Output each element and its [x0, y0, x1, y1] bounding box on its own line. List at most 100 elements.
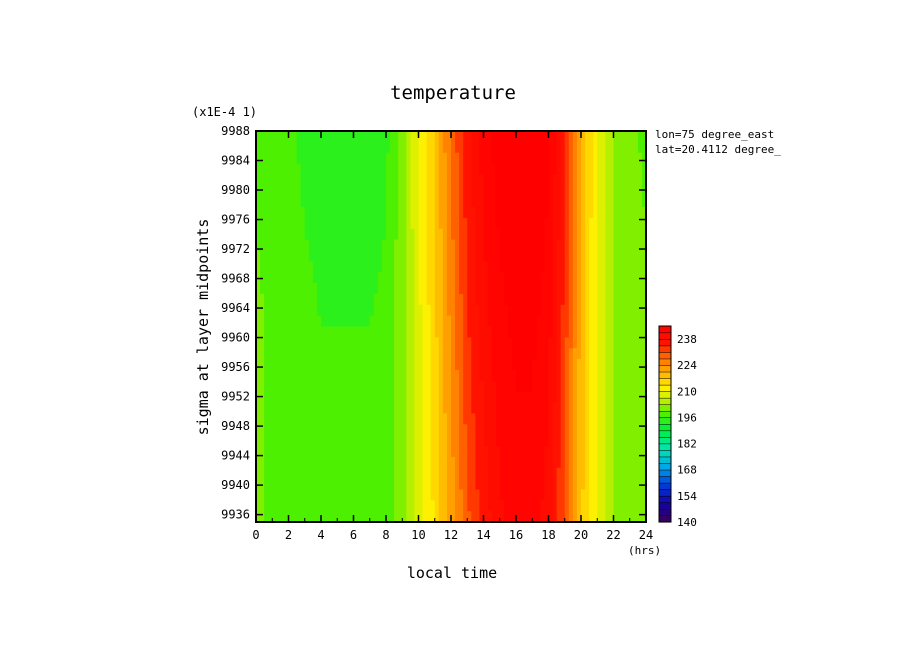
contour-cell: [593, 337, 598, 349]
contour-cell: [296, 228, 302, 241]
contour-cell: [540, 272, 546, 284]
contour-cell: [341, 402, 346, 414]
contour-cell: [430, 359, 436, 371]
contour-cell: [280, 424, 286, 436]
contour-cell: [365, 217, 371, 230]
contour-cell: [532, 131, 537, 143]
contour-cell: [556, 185, 562, 197]
contour-cell: [268, 435, 273, 447]
contour-cell: [353, 293, 359, 306]
contour-cell: [276, 456, 281, 469]
contour-cell: [540, 239, 546, 252]
contour-cell: [633, 217, 639, 230]
contour-cell: [641, 348, 647, 360]
contour-cell: [292, 369, 298, 382]
contour-cell: [341, 315, 346, 328]
contour-cell: [572, 228, 578, 241]
contour-cell: [589, 500, 594, 512]
contour-cell: [312, 131, 318, 143]
contour-cell: [402, 337, 407, 349]
contour-cell: [560, 131, 566, 143]
contour-cell: [637, 304, 643, 317]
contour-cell: [532, 467, 537, 480]
contour-cell: [312, 174, 318, 186]
contour-cell: [540, 435, 546, 447]
contour-cell: [357, 131, 363, 143]
contour-cell: [296, 413, 302, 425]
contour-cell: [296, 261, 302, 273]
contour-cell: [325, 511, 330, 523]
contour-cell: [341, 283, 346, 295]
contour-cell: [438, 435, 444, 447]
contour-cell: [321, 326, 326, 338]
contour-cell: [272, 152, 277, 165]
colorbar-frame: [658, 325, 672, 523]
contour-cell: [341, 348, 346, 360]
contour-cell: [585, 391, 590, 404]
contour-cell: [491, 131, 497, 143]
contour-cell: [353, 413, 359, 425]
contour-cell: [300, 326, 306, 338]
contour-cell: [337, 489, 342, 501]
contour-cell: [406, 511, 411, 523]
contour-cell: [426, 141, 432, 154]
contour-cell: [430, 489, 436, 501]
contour-cell: [556, 445, 562, 458]
contour-cell: [296, 348, 302, 360]
contour-cell: [357, 196, 363, 208]
contour-cell: [268, 293, 273, 306]
contour-cell: [276, 391, 281, 404]
contour-cell: [434, 511, 440, 523]
contour-cell: [451, 196, 456, 208]
contour-cell: [329, 261, 334, 273]
contour-cell: [373, 141, 379, 154]
contour-cell: [434, 402, 440, 414]
contour-cell: [406, 141, 411, 154]
contour-cell: [357, 359, 363, 371]
contour-cell: [641, 217, 647, 230]
contour-cell: [390, 185, 395, 197]
contour-cell: [617, 391, 623, 404]
contour-cell: [390, 500, 395, 512]
contour-cell: [260, 402, 265, 414]
contour-cell: [268, 511, 273, 523]
contour-cell: [540, 391, 546, 404]
contour-cell: [434, 261, 440, 273]
contour-cell: [349, 445, 355, 458]
contour-cell: [357, 250, 363, 262]
contour-cell: [365, 413, 371, 425]
contour-cell: [637, 456, 643, 469]
contour-cell: [325, 174, 330, 186]
contour-cell: [272, 478, 277, 491]
contour-cell: [507, 174, 513, 186]
contour-cell: [581, 489, 586, 501]
contour-cell: [438, 445, 444, 458]
contour-cell: [536, 152, 541, 165]
contour-cell: [471, 348, 476, 360]
contour-cell: [475, 185, 481, 197]
contour-cell: [264, 511, 269, 523]
contour-cell: [491, 500, 497, 512]
contour-cell: [633, 304, 639, 317]
contour-cell: [260, 250, 265, 262]
contour-cell: [629, 435, 635, 447]
contour-cell: [556, 261, 562, 273]
contour-cell: [507, 369, 513, 382]
contour-cell: [479, 391, 485, 404]
contour-cell: [353, 283, 359, 295]
contour-cell: [434, 174, 440, 186]
contour-cell: [589, 369, 594, 382]
contour-cell: [536, 228, 541, 241]
contour-cell: [511, 196, 517, 208]
contour-cell: [568, 391, 574, 404]
contour-cell: [507, 489, 513, 501]
contour-cell: [589, 185, 594, 197]
contour-cell: [268, 326, 273, 338]
contour-cell: [585, 261, 590, 273]
contour-cell: [617, 131, 623, 143]
contour-cell: [276, 272, 281, 284]
contour-cell: [483, 402, 489, 414]
contour-cell: [312, 380, 318, 393]
contour-cell: [463, 467, 468, 480]
contour-cell: [609, 456, 615, 469]
